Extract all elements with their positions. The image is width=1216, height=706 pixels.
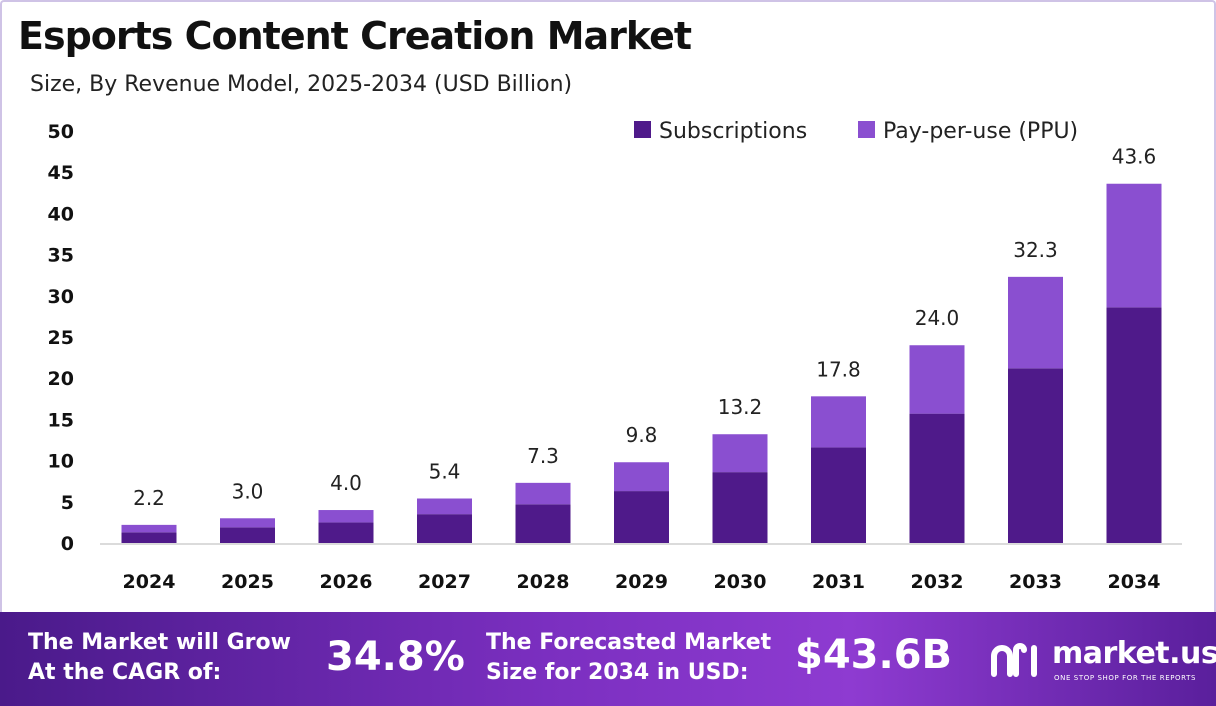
bar-ppu bbox=[318, 510, 374, 523]
bar-total-label: 5.4 bbox=[429, 460, 461, 484]
brand-logo-icon bbox=[991, 643, 1037, 677]
x-tick-label: 2024 bbox=[123, 571, 176, 593]
bar-subscriptions bbox=[515, 504, 571, 543]
legend-label-ppu: Pay-per-use (PPU) bbox=[883, 119, 1078, 144]
x-tick-label: 2031 bbox=[812, 571, 865, 593]
bar-total-label: 2.2 bbox=[133, 486, 165, 510]
y-tick-label: 45 bbox=[48, 162, 74, 184]
brand-tagline: ONE STOP SHOP FOR THE REPORTS bbox=[1054, 674, 1197, 682]
y-tick-label: 10 bbox=[48, 451, 74, 473]
bar-subscriptions bbox=[121, 532, 177, 543]
bar-ppu bbox=[909, 345, 965, 414]
bar-ppu bbox=[1008, 276, 1063, 369]
bar-subscriptions bbox=[1008, 368, 1063, 543]
y-tick-label: 50 bbox=[48, 121, 74, 143]
bar-subscriptions bbox=[712, 472, 768, 543]
bar-ppu bbox=[811, 396, 866, 448]
forecast-label-line2: Size for 2034 in USD: bbox=[486, 660, 749, 685]
y-tick-label: 20 bbox=[48, 368, 74, 390]
x-tick-label: 2029 bbox=[615, 571, 668, 593]
bar-total-label: 3.0 bbox=[232, 479, 264, 503]
x-tick-label: 2034 bbox=[1108, 571, 1161, 593]
chart-title: Esports Content Creation Market bbox=[18, 14, 692, 58]
bar-total-label: 9.8 bbox=[626, 423, 658, 447]
legend-label-subscriptions: Subscriptions bbox=[659, 119, 807, 144]
forecast-label: The Forecasted Market Size for 2034 in U… bbox=[486, 628, 771, 688]
y-tick-label: 25 bbox=[48, 327, 74, 349]
chart-subtitle: Size, By Revenue Model, 2025-2034 (USD B… bbox=[30, 72, 573, 97]
bar-total-label: 43.6 bbox=[1112, 145, 1157, 169]
bar-subscriptions bbox=[318, 522, 374, 543]
bar-ppu bbox=[121, 524, 177, 533]
x-tick-label: 2027 bbox=[418, 571, 471, 593]
y-tick-label: 5 bbox=[61, 492, 74, 514]
footer-banner: The Market will Grow At the CAGR of: 34.… bbox=[0, 612, 1216, 706]
x-tick-label: 2028 bbox=[517, 571, 570, 593]
brand-logo: market.us ONE STOP SHOP FOR THE REPORTS bbox=[990, 634, 1216, 686]
cagr-label-line1: The Market will Grow bbox=[28, 630, 291, 655]
bar-total-label: 32.3 bbox=[1013, 238, 1058, 262]
chart-frame bbox=[0, 0, 1216, 612]
y-tick-label: 0 bbox=[61, 533, 74, 555]
bar-total-label: 24.0 bbox=[915, 306, 960, 330]
bar-subscriptions bbox=[909, 413, 965, 543]
x-tick-label: 2025 bbox=[221, 571, 274, 593]
bar-ppu bbox=[712, 434, 768, 473]
chart-canvas: 051015202530354045502.220243.020254.0202… bbox=[48, 119, 1182, 593]
legend-swatch-subscriptions bbox=[634, 121, 651, 138]
legend-swatch-ppu bbox=[858, 121, 875, 138]
bar-ppu bbox=[417, 498, 472, 515]
bar-subscriptions bbox=[417, 514, 472, 543]
bar-total-label: 13.2 bbox=[718, 395, 763, 419]
cagr-value: 34.8% bbox=[326, 634, 465, 680]
y-tick-label: 15 bbox=[48, 409, 74, 431]
brand-name: market.us bbox=[1052, 636, 1216, 671]
bar-subscriptions bbox=[1106, 307, 1162, 543]
bar-ppu bbox=[614, 462, 669, 492]
x-tick-label: 2030 bbox=[714, 571, 767, 593]
x-tick-label: 2033 bbox=[1009, 571, 1062, 593]
y-tick-label: 40 bbox=[48, 203, 74, 225]
bar-subscriptions bbox=[811, 447, 866, 543]
bar-ppu bbox=[220, 518, 275, 528]
cagr-label: The Market will Grow At the CAGR of: bbox=[28, 628, 291, 688]
bar-subscriptions bbox=[220, 527, 275, 543]
forecast-value: $43.6B bbox=[795, 632, 953, 678]
bar-total-label: 7.3 bbox=[527, 444, 559, 468]
cagr-label-line2: At the CAGR of: bbox=[28, 660, 222, 685]
bar-total-label: 17.8 bbox=[816, 357, 861, 381]
bar-subscriptions bbox=[614, 491, 669, 543]
bar-total-label: 4.0 bbox=[330, 471, 362, 495]
y-tick-label: 30 bbox=[48, 286, 74, 308]
bar-ppu bbox=[1106, 183, 1162, 308]
y-tick-label: 35 bbox=[48, 245, 74, 267]
forecast-label-line1: The Forecasted Market bbox=[486, 630, 772, 655]
x-tick-label: 2026 bbox=[320, 571, 373, 593]
x-tick-label: 2032 bbox=[911, 571, 964, 593]
bar-ppu bbox=[515, 482, 571, 505]
